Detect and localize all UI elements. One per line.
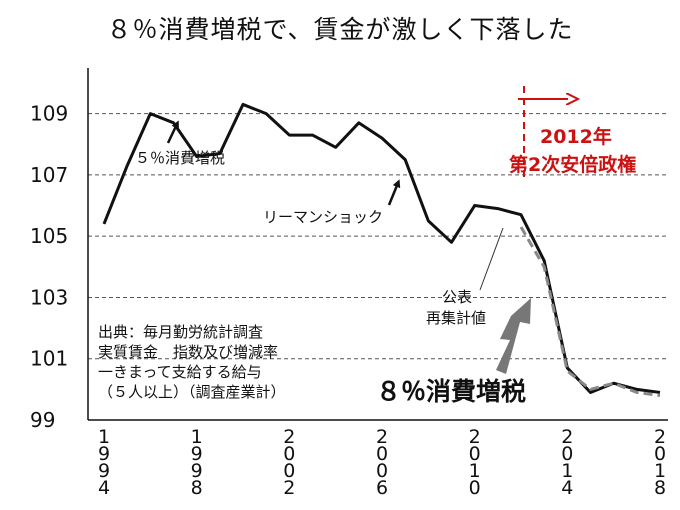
x-tick-label-digit: 9	[98, 443, 110, 465]
x-tick-label-digit: 1	[561, 460, 573, 482]
x-tick-label-digit: 0	[376, 443, 388, 465]
x-tick-label-digit: 1	[98, 426, 110, 448]
x-tick-label-digit: 4	[561, 477, 573, 499]
x-tick-label-digit: 0	[469, 443, 481, 465]
x-tick-label-digit: 9	[191, 443, 203, 465]
y-tick-label: 105	[30, 224, 68, 248]
y-tick-label: 103	[30, 285, 68, 309]
annotation-lehman: リーマンショック	[263, 208, 383, 226]
y-tick-label: 99	[30, 408, 55, 432]
recalc-leader-line	[479, 227, 504, 291]
x-tick-label-digit: 2	[469, 426, 481, 448]
x-tick-label-digit: 8	[654, 477, 666, 499]
x-tick-label-digit: 2	[283, 477, 295, 499]
x-tick-label-digit: 0	[283, 443, 295, 465]
x-tick-label-digit: 2	[283, 426, 295, 448]
x-tick-label-digit: 9	[98, 460, 110, 482]
x-tick-label-digit: 2	[561, 426, 573, 448]
x-tick-label-digit: 1	[469, 460, 481, 482]
vat8-big-arrow	[496, 298, 531, 374]
x-tick-label-digit: 4	[98, 477, 110, 499]
annotation-recalc: 再集計値	[426, 309, 486, 327]
x-tick-label-digit: 0	[654, 443, 666, 465]
annotation-official: 公表	[442, 288, 472, 306]
lehman-arrow	[387, 179, 401, 206]
x-tick-label-digit: 2	[654, 426, 666, 448]
y-tick-label: 101	[30, 347, 68, 371]
annotation-vat5: ５％消費増税	[135, 149, 225, 167]
series-line-official	[102, 102, 661, 394]
annotation-vat8: ８％消費増税	[376, 377, 526, 406]
x-tick-label-digit: 2	[376, 426, 388, 448]
source-line-2: 実質賃金 指数及び増減率	[98, 343, 279, 361]
x-tick-label-digit: 0	[283, 460, 295, 482]
source-line-3: 一きまって支給する給与	[98, 363, 262, 381]
chart-title: ８％消費増税で、賃金が激しく下落した	[106, 15, 574, 44]
y-tick-label: 109	[30, 102, 68, 126]
x-tick-label-digit: 8	[191, 477, 203, 499]
vat5-arrow	[166, 120, 179, 144]
x-tick-label-digit: 9	[191, 460, 203, 482]
annotation-abe-year: 2012年	[540, 125, 612, 148]
source-note: 出典：毎月勤労統計調査 実質賃金 指数及び増減率 一きまって支給する給与 （５人…	[98, 322, 286, 402]
x-tick-label-digit: 6	[376, 477, 388, 499]
x-tick-label-digit: 0	[561, 443, 573, 465]
x-tick-label-digit: 0	[376, 460, 388, 482]
y-tick-label: 107	[30, 163, 68, 187]
annotation-abe-cabinet: 第2次安倍政権	[509, 153, 636, 176]
x-tick-label-digit: 1	[654, 460, 666, 482]
source-line-4: （５人以上）（調査産業計）	[98, 383, 286, 401]
x-tick-label-digit: 0	[469, 477, 481, 499]
series-line-recalculated	[519, 226, 661, 397]
x-tick-label-digit: 1	[191, 426, 203, 448]
source-line-1: 出典：毎月勤労統計調査	[98, 323, 264, 341]
